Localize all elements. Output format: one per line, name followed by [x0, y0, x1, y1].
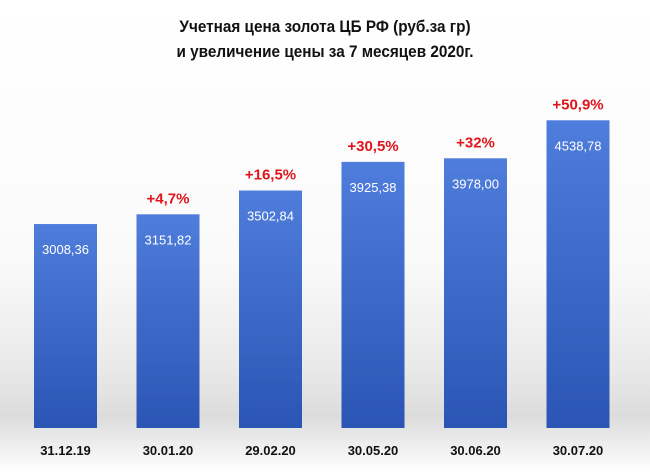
bar-5 — [546, 120, 610, 428]
bar-3 — [341, 161, 405, 428]
x-tick-label-0: 31.12.19 — [40, 443, 91, 458]
bar-value-label-2: 3502,84 — [247, 209, 294, 224]
bar-1 — [136, 214, 200, 428]
x-tick-label-5: 30.07.20 — [553, 443, 604, 458]
bar-2 — [239, 190, 302, 428]
bar-0 — [34, 224, 97, 428]
x-tick-label-4: 30.06.20 — [450, 443, 501, 458]
bar-value-label-3: 3925,38 — [350, 180, 397, 195]
bar-annotation-2: +16,5% — [245, 167, 296, 184]
x-tick-label-3: 30.05.20 — [348, 443, 399, 458]
bar-4 — [444, 158, 507, 428]
chart-title-line-2: и увеличение цены за 7 месяцев 2020г. — [176, 42, 474, 61]
bar-annotation-1: +4,7% — [147, 190, 190, 207]
bar-value-label-1: 3151,82 — [145, 232, 192, 247]
bar-value-label-4: 3978,00 — [452, 176, 499, 191]
bar-annotation-4: +32% — [456, 134, 495, 151]
x-tick-label-2: 29.02.20 — [245, 443, 296, 458]
bar-value-label-0: 3008,36 — [42, 242, 89, 257]
chart-title-line-1: Учетная цена золота ЦБ РФ (руб.за гр) — [179, 17, 471, 36]
bar-annotation-3: +30,5% — [347, 138, 398, 155]
x-tick-label-1: 30.01.20 — [143, 443, 194, 458]
bar-annotation-5: +50,9% — [552, 96, 603, 113]
bar-value-label-5: 4538,78 — [555, 138, 602, 153]
